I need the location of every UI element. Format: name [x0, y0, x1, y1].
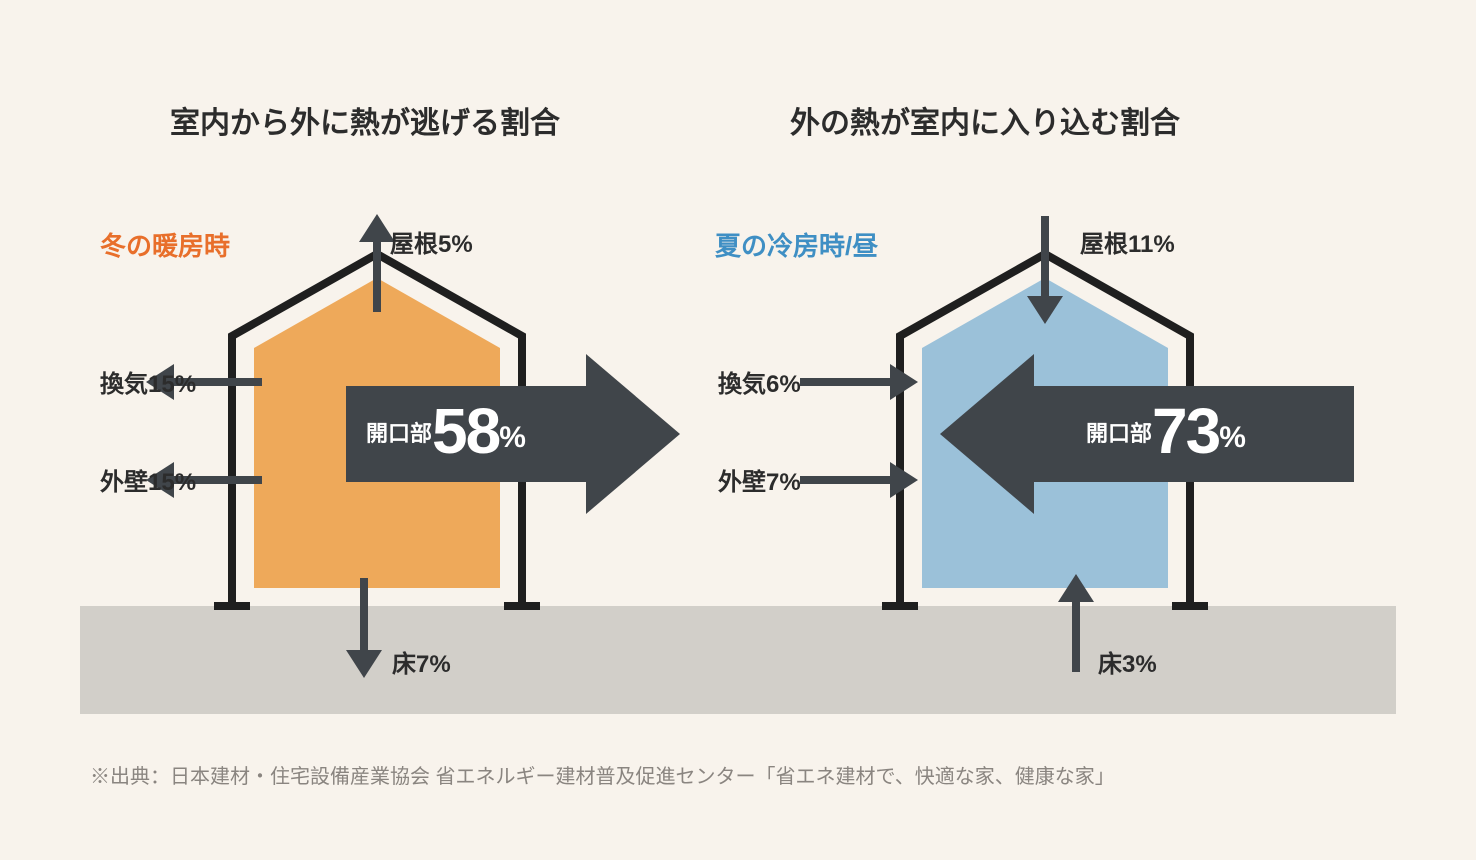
source-note: ※出典：日本建材・住宅設備産業協会 省エネルギー建材普及促進センター「省エネ建材… — [90, 760, 1115, 789]
winter-opening-suffix: % — [499, 421, 526, 454]
summer-floor-arrow — [1058, 574, 1094, 672]
winter-roof-label: 屋根5% — [390, 224, 473, 259]
winter-opening-value: 58 — [432, 395, 499, 467]
summer-diagram — [700, 206, 1400, 726]
summer-opening-value: 73 — [1152, 395, 1219, 467]
winter-opening-label: 開口部58% — [366, 394, 526, 468]
winter-floor-arrow — [346, 578, 382, 678]
winter-title-text: 室内から外に熱が逃げる割合 — [170, 107, 560, 140]
summer-title-text: 外の熱が室内に入り込む割合 — [790, 107, 1180, 140]
winter-vent-label: 換気15% — [100, 364, 196, 399]
winter-title: 室内から外に熱が逃げる割合 — [170, 98, 560, 142]
winter-opening-prefix: 開口部 — [366, 421, 432, 446]
summer-opening-suffix: % — [1219, 421, 1246, 454]
summer-vent-label: 換気6% — [718, 364, 801, 399]
summer-wall-label: 外壁7% — [718, 462, 801, 497]
summer-title: 外の熱が室内に入り込む割合 — [790, 98, 1180, 142]
summer-floor-label: 床3% — [1098, 644, 1157, 679]
winter-floor-label: 床7% — [392, 644, 451, 679]
summer-roof-label: 屋根11% — [1080, 224, 1175, 259]
summer-opening-label: 開口部73% — [1086, 394, 1246, 468]
winter-wall-label: 外壁15% — [100, 462, 196, 497]
summer-opening-prefix: 開口部 — [1086, 421, 1152, 446]
